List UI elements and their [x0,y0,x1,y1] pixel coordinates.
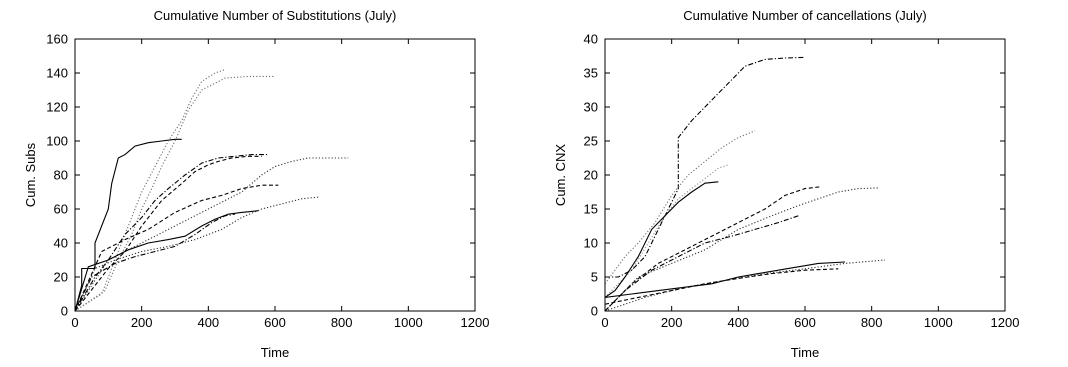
series-line-8 [605,261,846,298]
series-line-3 [605,164,729,298]
series-line-2 [605,130,756,285]
y-axis-label: Cum. CNX [553,144,568,206]
x-tick-label: 600 [794,315,816,330]
y-tick-label: 60 [54,202,68,217]
y-tick-label: 15 [584,202,598,217]
series-line-9 [75,196,319,311]
series-line-5 [605,186,822,311]
chart-panel-1: Cumulative Number of Substitutions (July… [23,8,489,360]
x-tick-label: 0 [601,315,608,330]
x-tick-label: 1000 [394,315,423,330]
y-tick-label: 0 [61,304,68,319]
x-tick-label: 200 [131,315,153,330]
x-tick-label: 600 [264,315,286,330]
series-line-8 [75,210,259,311]
series-line-6 [605,187,879,311]
x-tick-label: 0 [71,315,78,330]
plot-frame [74,38,476,312]
y-tick-label: 160 [46,32,68,47]
series-line-3 [75,75,275,311]
x-tick-label: 800 [331,315,353,330]
series-line-10 [605,268,839,305]
chart-panel-2: Cumulative Number of cancellations (July… [553,8,1019,360]
series-line-5 [75,155,262,311]
series-line-4 [75,154,269,311]
y-tick-label: 30 [584,100,598,115]
series-line-7 [75,184,279,311]
x-axis-label: Time [791,345,819,360]
y-tick-label: 40 [584,32,598,47]
x-tick-label: 1200 [461,315,490,330]
x-tick-label: 800 [861,315,883,330]
x-axis-label: Time [261,345,289,360]
x-tick-label: 1200 [991,315,1020,330]
y-tick-label: 100 [46,134,68,149]
series-line-9 [605,259,886,311]
y-tick-label: 25 [584,134,598,149]
y-tick-label: 5 [591,270,598,285]
y-tick-label: 20 [54,270,68,285]
x-tick-label: 400 [727,315,749,330]
series-line-4 [605,181,719,298]
series-line-2 [75,69,226,311]
x-tick-label: 200 [661,315,683,330]
y-tick-label: 0 [591,304,598,319]
y-axis-label: Cum. Subs [23,142,38,207]
y-tick-label: 120 [46,100,68,115]
x-tick-label: 1000 [924,315,953,330]
y-tick-label: 80 [54,168,68,183]
y-tick-label: 140 [46,66,68,81]
chart-title: Cumulative Number of Substitutions (July… [154,8,397,23]
y-tick-label: 35 [584,66,598,81]
y-tick-label: 20 [584,168,598,183]
series-line-1 [75,138,182,311]
chart-title: Cumulative Number of cancellations (July… [683,8,926,23]
y-tick-label: 40 [54,236,68,251]
series-line-10 [75,213,236,311]
series-line-1 [605,56,806,278]
y-tick-label: 10 [584,236,598,251]
x-tick-label: 400 [197,315,219,330]
series-line-6 [75,157,349,311]
